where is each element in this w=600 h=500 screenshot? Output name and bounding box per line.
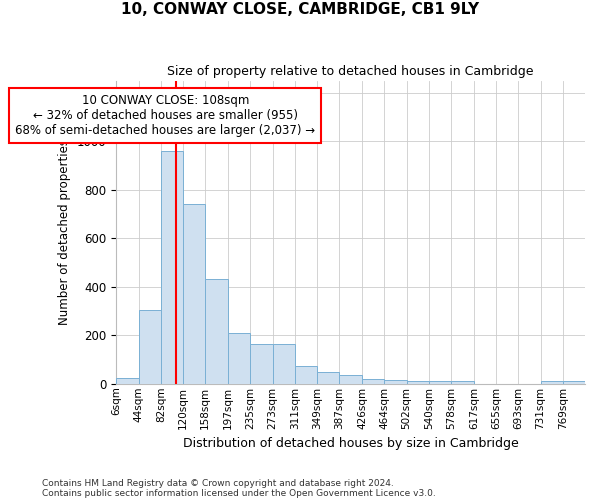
Bar (205, 280, 228, 384)
Bar (295, 366, 317, 384)
Bar (339, 376, 362, 384)
Bar (272, 344, 295, 384)
Text: Contains HM Land Registry data © Crown copyright and database right 2024.: Contains HM Land Registry data © Crown c… (42, 478, 394, 488)
Text: 10 CONWAY CLOSE: 108sqm
← 32% of detached houses are smaller (955)
68% of semi-d: 10 CONWAY CLOSE: 108sqm ← 32% of detache… (16, 94, 316, 137)
Bar (451, 382, 474, 384)
Bar (250, 344, 272, 384)
Bar (362, 379, 384, 384)
Title: Size of property relative to detached houses in Cambridge: Size of property relative to detached ho… (167, 65, 534, 78)
Bar (563, 382, 585, 384)
X-axis label: Distribution of detached houses by size in Cambridge: Distribution of detached houses by size … (183, 437, 518, 450)
Text: 10, CONWAY CLOSE, CAMBRIDGE, CB1 9LY: 10, CONWAY CLOSE, CAMBRIDGE, CB1 9LY (121, 2, 479, 18)
Bar (183, 204, 205, 384)
Bar (407, 382, 429, 384)
Bar (116, 378, 139, 384)
Bar (429, 382, 451, 384)
Text: Contains public sector information licensed under the Open Government Licence v3: Contains public sector information licen… (42, 488, 436, 498)
Bar (384, 380, 407, 384)
Bar (139, 310, 161, 384)
Bar (541, 380, 563, 384)
Bar (228, 333, 250, 384)
Y-axis label: Number of detached properties: Number of detached properties (58, 139, 71, 325)
Bar (161, 151, 183, 384)
Bar (317, 372, 339, 384)
